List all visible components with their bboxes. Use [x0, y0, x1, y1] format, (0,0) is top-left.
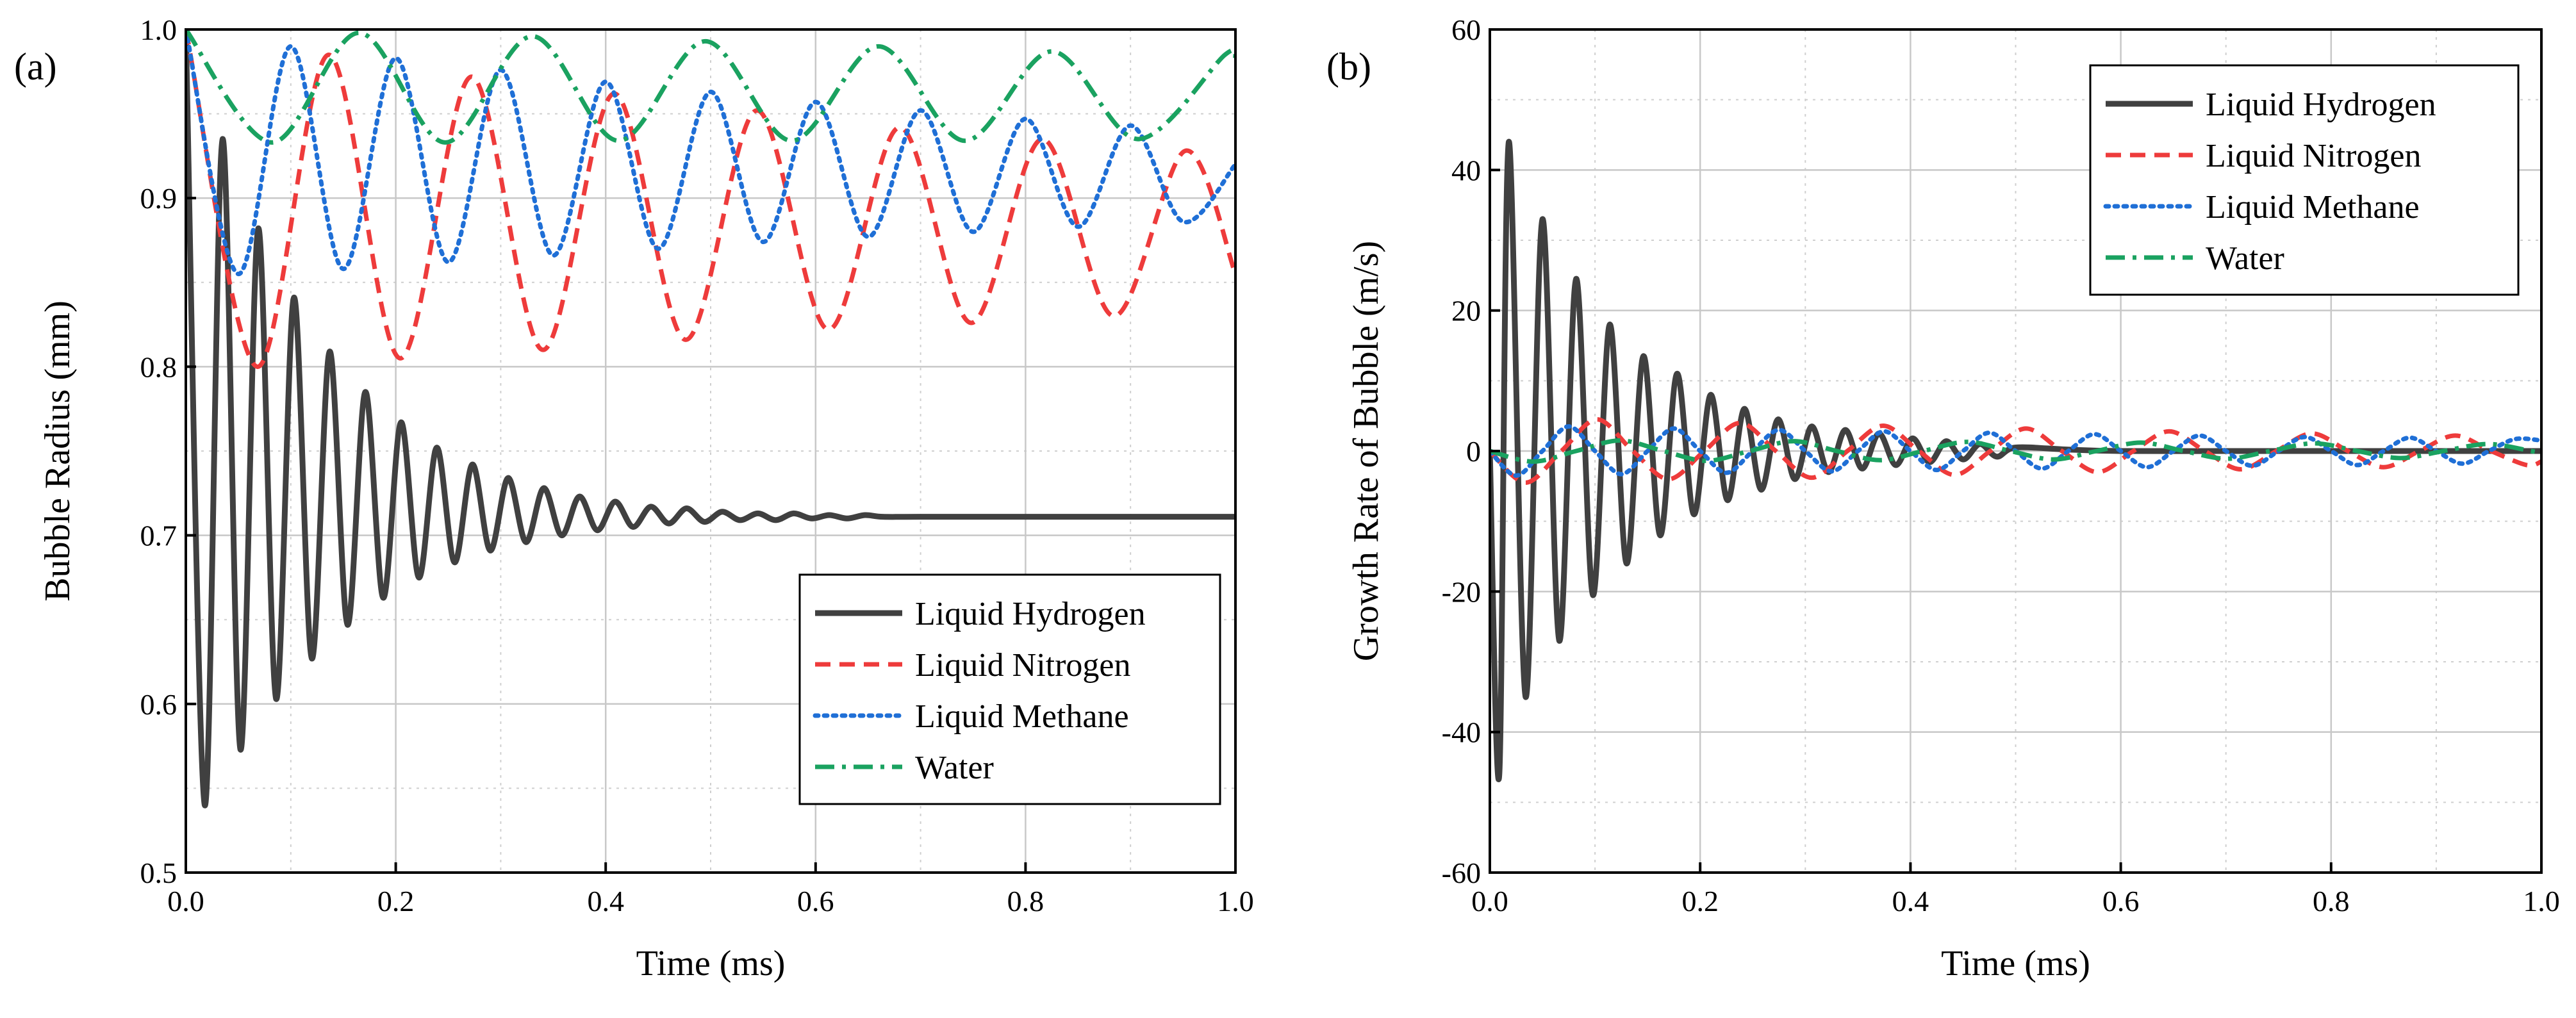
legend-label: Water	[2206, 240, 2284, 277]
y-tick-label: 0.7	[140, 520, 178, 552]
y-tick-label: 0.6	[140, 688, 178, 721]
plot-frame	[185, 28, 1237, 874]
x-tick-label: 0.2	[377, 885, 415, 917]
series-line-water	[186, 29, 1235, 145]
x-tick-label: 1.0	[2523, 885, 2560, 917]
legend-label: Liquid Hydrogen	[2206, 86, 2436, 123]
y-tick-label: 60	[1451, 13, 1481, 46]
y-tick-label: -40	[1442, 716, 1481, 749]
legend: Liquid Hydrogen Liquid Nitrogen Liquid Met…	[2089, 64, 2520, 296]
y-tick-label: -20	[1442, 575, 1481, 608]
y-tick-label: 1.0	[140, 13, 178, 46]
x-tick-label: 1.0	[1217, 885, 1254, 917]
y-axis-title: Growth Rate of Bubble (m/s)	[1346, 241, 1386, 661]
y-tick-label: 20	[1451, 295, 1481, 327]
panel-b: 0.0 0.2 0.4 0.6 0.8 1.0 -60 -40 -20 0 20 40 60 Time (…	[1326, 13, 2560, 983]
panel-a: 0.0 0.2 0.4 0.6 0.8 1.0 0.5 0.6 0.7 0.8 0.9 1.0 Time…	[14, 13, 1254, 983]
y-tick-label: 0	[1466, 435, 1481, 468]
x-tick-label: 0.4	[1892, 885, 1929, 917]
y-tick-label: 40	[1451, 154, 1481, 186]
series-line-liquid-hydrogen	[1490, 138, 2541, 782]
series-line-liquid-methane	[186, 29, 1235, 277]
series-line-liquid-hydrogen	[186, 29, 1235, 809]
legend-label: Liquid Nitrogen	[2206, 138, 2422, 174]
legend-label: Liquid Nitrogen	[915, 647, 1131, 684]
x-tick-label: 0.0	[1471, 885, 1508, 917]
legend-label: Water	[915, 750, 994, 786]
series-line-water	[1490, 438, 2541, 464]
y-tick-label: -60	[1442, 857, 1481, 889]
y-tick-label: 0.8	[140, 350, 178, 383]
series-line-liquid-nitrogen	[1490, 417, 2541, 485]
y-axis-title: Bubble Radius (mm)	[38, 300, 78, 602]
series-group	[1490, 138, 2541, 782]
x-tick-label: 0.6	[2102, 885, 2140, 917]
legend-label: Liquid Hydrogen	[915, 596, 1146, 632]
y-tick-label: 0.9	[140, 182, 178, 215]
y-tick-label: 0.5	[140, 857, 178, 889]
x-tick-label: 0.2	[1681, 885, 1719, 917]
panel-label: (a)	[14, 45, 57, 88]
x-axis-title: Time (ms)	[636, 944, 786, 983]
legend: Liquid Hydrogen Liquid Nitrogen Liquid Met…	[798, 573, 1221, 805]
series-group	[186, 29, 1235, 809]
x-tick-label: 0.0	[167, 885, 204, 917]
x-tick-label: 0.8	[2313, 885, 2350, 917]
x-tick-label: 0.4	[587, 885, 624, 917]
legend-label: Liquid Methane	[2206, 189, 2420, 226]
x-tick-label: 0.6	[797, 885, 834, 917]
legend-label: Liquid Methane	[915, 698, 1129, 735]
x-axis-title: Time (ms)	[1941, 944, 2090, 983]
panel-label: (b)	[1326, 45, 1371, 88]
x-tick-label: 0.8	[1007, 885, 1044, 917]
